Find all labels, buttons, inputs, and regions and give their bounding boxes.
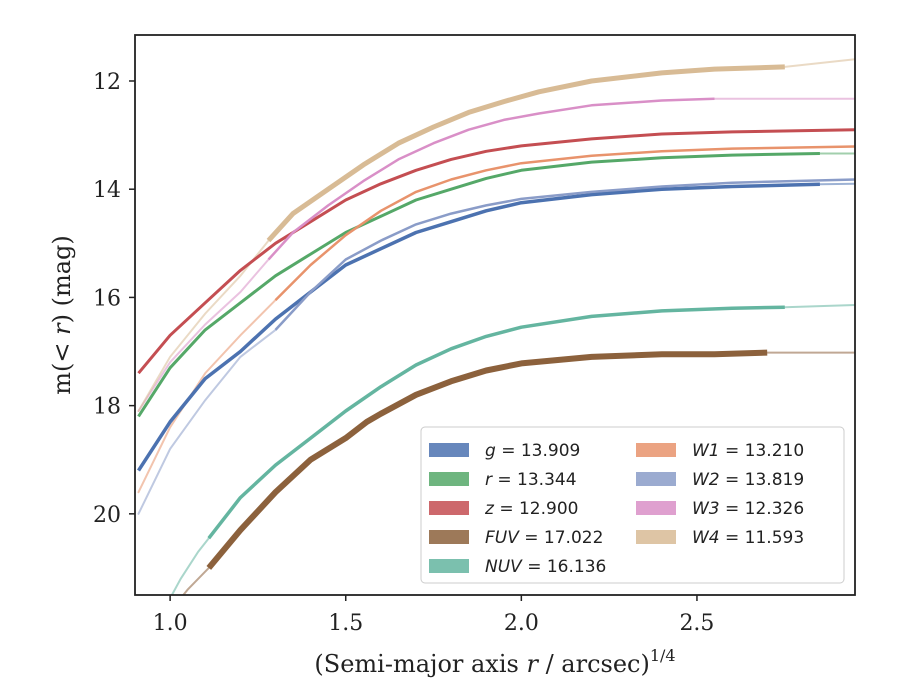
series-extension-nuv	[783, 304, 855, 309]
axes: 1.0 1.5 2.0 2.5 12 14 16 18 20	[93, 34, 856, 636]
x-tick-label: 2.5	[679, 611, 714, 636]
series-extension-g	[818, 182, 855, 186]
legend-swatch-z	[429, 501, 469, 515]
series-extension-w4	[783, 58, 855, 68]
series-line-fuv	[206, 349, 768, 570]
legend-label-g: g = 13.909	[485, 441, 580, 461]
plot-frame	[134, 34, 856, 596]
legend-swatch-fuv	[429, 530, 469, 544]
series-line-g	[137, 182, 820, 472]
legend-label-z: z = 12.900	[484, 499, 578, 519]
legend-swatch-w2	[636, 472, 676, 486]
series-line-w2	[274, 178, 855, 331]
series-extension-w3	[137, 258, 270, 412]
x-tick-label: 1.0	[153, 611, 188, 636]
legend-swatch-w4	[636, 530, 676, 544]
legend-box	[420, 426, 845, 584]
series-extension-nuv	[170, 537, 210, 595]
series-extension-fuv	[182, 566, 210, 595]
x-tick-label: 2.0	[504, 611, 539, 636]
legend-swatch-w1	[636, 443, 676, 457]
legend-swatch-r	[429, 472, 469, 486]
legend-label-nuv: NUV = 16.136	[485, 557, 606, 577]
y-tick-label: 20	[93, 503, 121, 528]
series-line-r	[137, 152, 820, 418]
series-lines	[137, 64, 855, 570]
series-line-nuv	[207, 305, 785, 540]
legend-swatch-nuv	[429, 559, 469, 573]
y-tick-label: 18	[93, 395, 121, 420]
y-tick-label: 16	[93, 286, 121, 311]
y-axis-label: m(< r) (mag)	[48, 235, 76, 395]
legend: g = 13.909 r = 13.344 z = 12.900 FUV = 17.0…	[420, 426, 845, 584]
legend-label-fuv: FUV = 17.022	[485, 528, 603, 548]
series-extension-w1	[137, 299, 277, 494]
legend-swatch-g	[429, 443, 469, 457]
series-line-z	[137, 128, 855, 375]
legend-label-w1: W1 = 13.210	[692, 441, 804, 461]
series-extension-w2	[137, 328, 277, 515]
legend-label-w4: W4 = 11.593	[692, 528, 804, 548]
series-line-w4	[266, 64, 785, 243]
y-tick-label: 14	[93, 178, 121, 203]
series-line-w1	[274, 145, 855, 301]
legend-label-r: r = 13.344	[485, 470, 577, 490]
x-axis-label: (Semi-major axis r / arcsec)1/4	[314, 646, 675, 678]
legend-swatch-w3	[636, 501, 676, 515]
x-tick-label: 1.5	[328, 611, 363, 636]
legend-label-w3: W3 = 12.326	[692, 499, 804, 519]
series-line-w3	[267, 97, 715, 261]
legend-label-w2: W2 = 13.819	[692, 470, 804, 490]
y-tick-label: 12	[93, 70, 121, 95]
